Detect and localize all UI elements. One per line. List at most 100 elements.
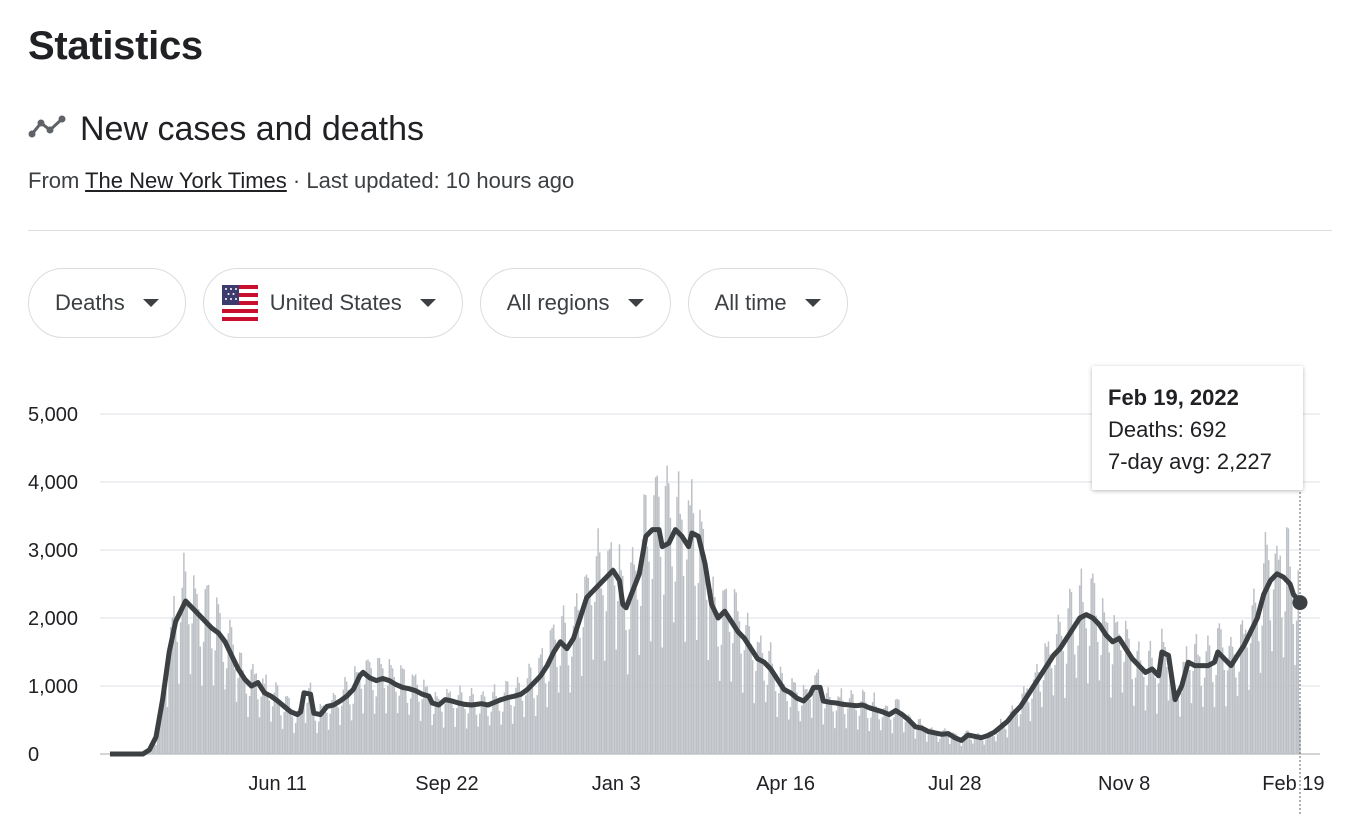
deaths-bar bbox=[1016, 713, 1018, 754]
deaths-bar bbox=[1006, 737, 1009, 754]
deaths-bar bbox=[561, 615, 563, 754]
deaths-bar bbox=[296, 710, 299, 754]
metric-dropdown[interactable]: Deaths bbox=[28, 268, 186, 338]
deaths-bar bbox=[579, 637, 581, 754]
deaths-bar bbox=[653, 495, 655, 754]
deaths-bar bbox=[714, 596, 716, 754]
deaths-bar bbox=[628, 629, 631, 754]
deaths-bar bbox=[845, 728, 848, 754]
deaths-bar bbox=[1195, 634, 1198, 754]
deaths-bar bbox=[633, 564, 636, 754]
deaths-bar bbox=[199, 646, 202, 754]
deaths-bar bbox=[860, 701, 862, 754]
deaths-bar bbox=[1161, 628, 1163, 754]
deaths-bar bbox=[503, 692, 506, 754]
deaths-bar bbox=[245, 693, 248, 754]
deaths-bar bbox=[587, 577, 589, 754]
deaths-bar bbox=[621, 575, 624, 754]
deaths-bar bbox=[294, 723, 297, 754]
region-dropdown-label: All regions bbox=[506, 290, 610, 315]
deaths-bar bbox=[1228, 645, 1231, 754]
deaths-bar bbox=[607, 550, 609, 754]
deaths-bar bbox=[546, 707, 548, 754]
filter-chips: Deaths United States All regions All tim… bbox=[28, 268, 865, 338]
deaths-bar bbox=[1287, 528, 1290, 754]
deaths-bar bbox=[1013, 709, 1015, 754]
deaths-bar bbox=[625, 630, 627, 754]
deaths-bar bbox=[1225, 706, 1227, 754]
deaths-bar bbox=[455, 708, 458, 754]
deaths-bar bbox=[405, 685, 407, 754]
deaths-bar bbox=[452, 707, 455, 754]
deaths-bar bbox=[478, 713, 481, 754]
deaths-bar bbox=[1238, 671, 1240, 754]
deaths-bar bbox=[334, 695, 336, 754]
tooltip-deaths: Deaths: 692 bbox=[1108, 417, 1227, 442]
x-tick-label: Feb 19 bbox=[1262, 773, 1324, 795]
deaths-bar bbox=[970, 739, 972, 754]
deaths-bar bbox=[830, 700, 833, 754]
deaths-bar bbox=[740, 653, 742, 754]
deaths-bar bbox=[1118, 634, 1120, 754]
deaths-bar bbox=[1042, 680, 1045, 754]
deaths-bar bbox=[293, 733, 295, 754]
deaths-bar bbox=[702, 528, 705, 754]
deaths-bar bbox=[451, 701, 453, 754]
deaths-bar bbox=[1031, 698, 1033, 754]
deaths-bar bbox=[658, 496, 660, 754]
deaths-bar bbox=[469, 696, 471, 754]
deaths-bar bbox=[710, 589, 713, 754]
deaths-bar bbox=[1174, 688, 1176, 754]
deaths-bar bbox=[1164, 647, 1166, 754]
deaths-bar bbox=[1088, 645, 1091, 754]
deaths-bar bbox=[490, 711, 493, 754]
deaths-bar bbox=[340, 705, 343, 754]
deaths-bar bbox=[1034, 672, 1037, 754]
deaths-chart[interactable]: 0 1,000 2,000 3,000 4,000 5,000 Jun 11 Sep 22 Ja… bbox=[0, 360, 1352, 820]
deaths-bar bbox=[265, 674, 267, 754]
deaths-bar bbox=[474, 706, 476, 754]
deaths-bar bbox=[649, 641, 652, 754]
deaths-bar bbox=[1215, 674, 1217, 754]
deaths-bar bbox=[610, 542, 613, 754]
source-link[interactable]: The New York Times bbox=[85, 168, 287, 193]
deaths-bar bbox=[1192, 671, 1194, 754]
deaths-bar bbox=[326, 712, 328, 754]
divider bbox=[28, 230, 1332, 231]
deaths-bar bbox=[1138, 641, 1140, 754]
country-dropdown[interactable]: United States bbox=[202, 268, 463, 338]
deaths-bar bbox=[842, 700, 844, 754]
deaths-bar bbox=[153, 743, 156, 754]
deaths-bar bbox=[447, 693, 450, 754]
deaths-bar bbox=[945, 730, 948, 754]
deaths-bar bbox=[202, 641, 205, 754]
deaths-bar bbox=[359, 677, 361, 754]
deaths-bar bbox=[283, 711, 285, 754]
deaths-bar bbox=[699, 509, 701, 754]
deaths-bar bbox=[523, 717, 525, 754]
deaths-bar bbox=[176, 641, 179, 754]
us-flag-icon bbox=[221, 285, 258, 321]
time-range-dropdown[interactable]: All time bbox=[687, 268, 848, 338]
deaths-bar bbox=[377, 658, 379, 754]
deaths-bar bbox=[776, 716, 779, 754]
region-dropdown[interactable]: All regions bbox=[479, 268, 671, 338]
deaths-bar bbox=[909, 716, 912, 754]
deaths-bar bbox=[635, 570, 637, 754]
deaths-bar bbox=[505, 680, 507, 754]
deaths-bar bbox=[482, 691, 484, 754]
deaths-bar bbox=[935, 734, 938, 754]
deaths-bar bbox=[903, 732, 905, 754]
deaths-bar bbox=[750, 644, 752, 754]
deaths-bar bbox=[809, 699, 811, 754]
deaths-bar bbox=[1159, 655, 1161, 754]
deaths-bar bbox=[390, 665, 392, 754]
deaths-bar bbox=[763, 680, 765, 754]
deaths-bar bbox=[580, 675, 583, 754]
x-tick-label: Jan 3 bbox=[592, 773, 641, 795]
deaths-bar bbox=[1297, 570, 1300, 754]
deaths-bar bbox=[1256, 612, 1258, 754]
deaths-bar bbox=[301, 696, 303, 754]
deaths-bar bbox=[697, 583, 700, 754]
deaths-bar bbox=[898, 699, 900, 754]
